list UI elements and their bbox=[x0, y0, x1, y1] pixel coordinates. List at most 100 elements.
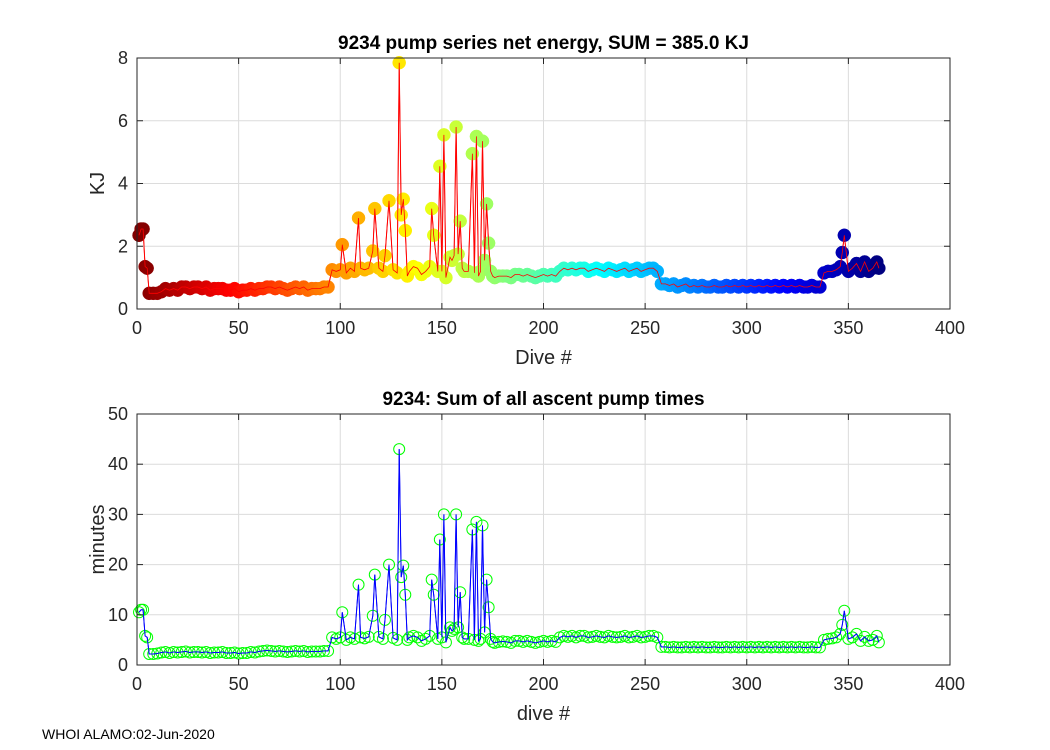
data-point bbox=[537, 634, 550, 647]
data-point bbox=[183, 646, 196, 659]
data-point bbox=[139, 629, 152, 642]
y-tick-label: 20 bbox=[108, 555, 128, 575]
data-point bbox=[216, 645, 229, 658]
data-point bbox=[574, 629, 587, 642]
x-tick-label: 300 bbox=[732, 318, 762, 338]
grid bbox=[137, 414, 950, 665]
y-tick-label: 40 bbox=[108, 454, 128, 474]
data-point bbox=[521, 634, 534, 647]
x-tick-label: 350 bbox=[833, 674, 863, 694]
x-tick-label: 150 bbox=[427, 674, 457, 694]
data-point bbox=[822, 632, 835, 645]
data-point bbox=[513, 634, 526, 647]
y-tick-label: 0 bbox=[118, 299, 128, 319]
ticks: 0 50 100 150 200 250 300 350 400 0 10 20 30 40 50 bbox=[108, 404, 965, 694]
data-point bbox=[261, 644, 274, 657]
data-point bbox=[488, 636, 501, 649]
data-point bbox=[846, 631, 859, 644]
data-point bbox=[541, 635, 554, 648]
data-point bbox=[228, 646, 241, 659]
footer-timestamp: WHOI ALAMO:02-Jun-2020 bbox=[42, 726, 215, 742]
data-point bbox=[533, 635, 546, 648]
data-point bbox=[872, 636, 885, 649]
grid bbox=[137, 58, 950, 309]
data-point bbox=[517, 635, 530, 648]
data-point bbox=[805, 640, 818, 653]
series-line-overlay bbox=[138, 62, 880, 294]
data-point bbox=[163, 646, 176, 659]
x-tick-label: 200 bbox=[528, 674, 558, 694]
data-point bbox=[590, 629, 603, 642]
data-point bbox=[870, 629, 883, 642]
x-tick-label: 50 bbox=[229, 674, 249, 694]
x-tick-label: 0 bbox=[132, 318, 142, 338]
y-axis-label: minutes bbox=[87, 504, 109, 574]
data-point bbox=[427, 588, 440, 601]
data-point bbox=[525, 635, 538, 648]
data-point bbox=[708, 640, 721, 653]
data-point bbox=[643, 629, 656, 642]
x-tick-label: 300 bbox=[732, 674, 762, 694]
data-point bbox=[141, 631, 154, 644]
x-tick-label: 50 bbox=[229, 318, 249, 338]
data-point bbox=[151, 647, 164, 660]
y-tick-label: 10 bbox=[108, 605, 128, 625]
chart-title: 9234 pump series net energy, SUM = 385.0… bbox=[338, 33, 749, 54]
data-point bbox=[411, 631, 424, 644]
data-point bbox=[446, 624, 459, 637]
data-point bbox=[858, 630, 871, 643]
x-tick-label: 100 bbox=[325, 318, 355, 338]
chart-title: 9234: Sum of all ascent pump times bbox=[382, 389, 704, 410]
x-tick-label: 350 bbox=[833, 318, 863, 338]
x-tick-label: 250 bbox=[630, 318, 660, 338]
data-point bbox=[557, 629, 570, 642]
data-point bbox=[610, 631, 623, 644]
x-tick-label: 150 bbox=[427, 318, 457, 338]
y-tick-label: 4 bbox=[118, 174, 128, 194]
y-axis-label: KJ bbox=[87, 172, 109, 195]
y-tick-label: 30 bbox=[108, 504, 128, 524]
data-point bbox=[836, 618, 849, 631]
x-tick-label: 400 bbox=[935, 318, 965, 338]
y-tick-label: 6 bbox=[118, 111, 128, 131]
data-point bbox=[252, 645, 265, 658]
data-point bbox=[622, 631, 635, 644]
data-point bbox=[830, 631, 843, 644]
data-point bbox=[817, 633, 830, 646]
pump-time-chart: 0 50 100 150 200 250 300 350 400 0 10 20 30 40 50 9234:… bbox=[87, 389, 965, 725]
series-line-overlay bbox=[138, 449, 880, 655]
data-point bbox=[602, 629, 615, 642]
data-point bbox=[362, 630, 375, 643]
data-point bbox=[529, 636, 542, 649]
x-tick-label: 400 bbox=[935, 674, 965, 694]
data-point bbox=[159, 645, 172, 658]
y-tick-label: 8 bbox=[118, 48, 128, 68]
data-point bbox=[204, 646, 217, 659]
data-point bbox=[147, 647, 160, 660]
data-point bbox=[376, 632, 389, 645]
y-tick-label: 50 bbox=[108, 404, 128, 424]
x-tick-label: 0 bbox=[132, 674, 142, 694]
x-tick-label: 100 bbox=[325, 674, 355, 694]
data-point bbox=[838, 604, 851, 617]
data-point bbox=[458, 632, 471, 645]
x-tick-label: 200 bbox=[528, 318, 558, 338]
data-point bbox=[317, 644, 330, 657]
data-point bbox=[419, 632, 432, 645]
y-tick-label: 0 bbox=[118, 655, 128, 675]
data-point bbox=[850, 627, 863, 640]
x-axis-label: Dive # bbox=[515, 347, 573, 369]
x-tick-label: 250 bbox=[630, 674, 660, 694]
energy-chart: 0 50 100 150 200 250 300 350 400 0 2 4 6 8 9234 pump s… bbox=[87, 33, 965, 369]
data-point bbox=[854, 634, 867, 647]
data-point bbox=[301, 645, 314, 658]
data-point bbox=[496, 635, 509, 648]
data-point bbox=[582, 631, 595, 644]
data-point bbox=[232, 647, 245, 660]
data-point bbox=[549, 635, 562, 648]
data-point bbox=[179, 645, 192, 658]
y-tick-label: 2 bbox=[118, 236, 128, 256]
data-point bbox=[635, 631, 648, 644]
ticks: 0 50 100 150 200 250 300 350 400 0 2 4 6 8 bbox=[118, 48, 965, 338]
